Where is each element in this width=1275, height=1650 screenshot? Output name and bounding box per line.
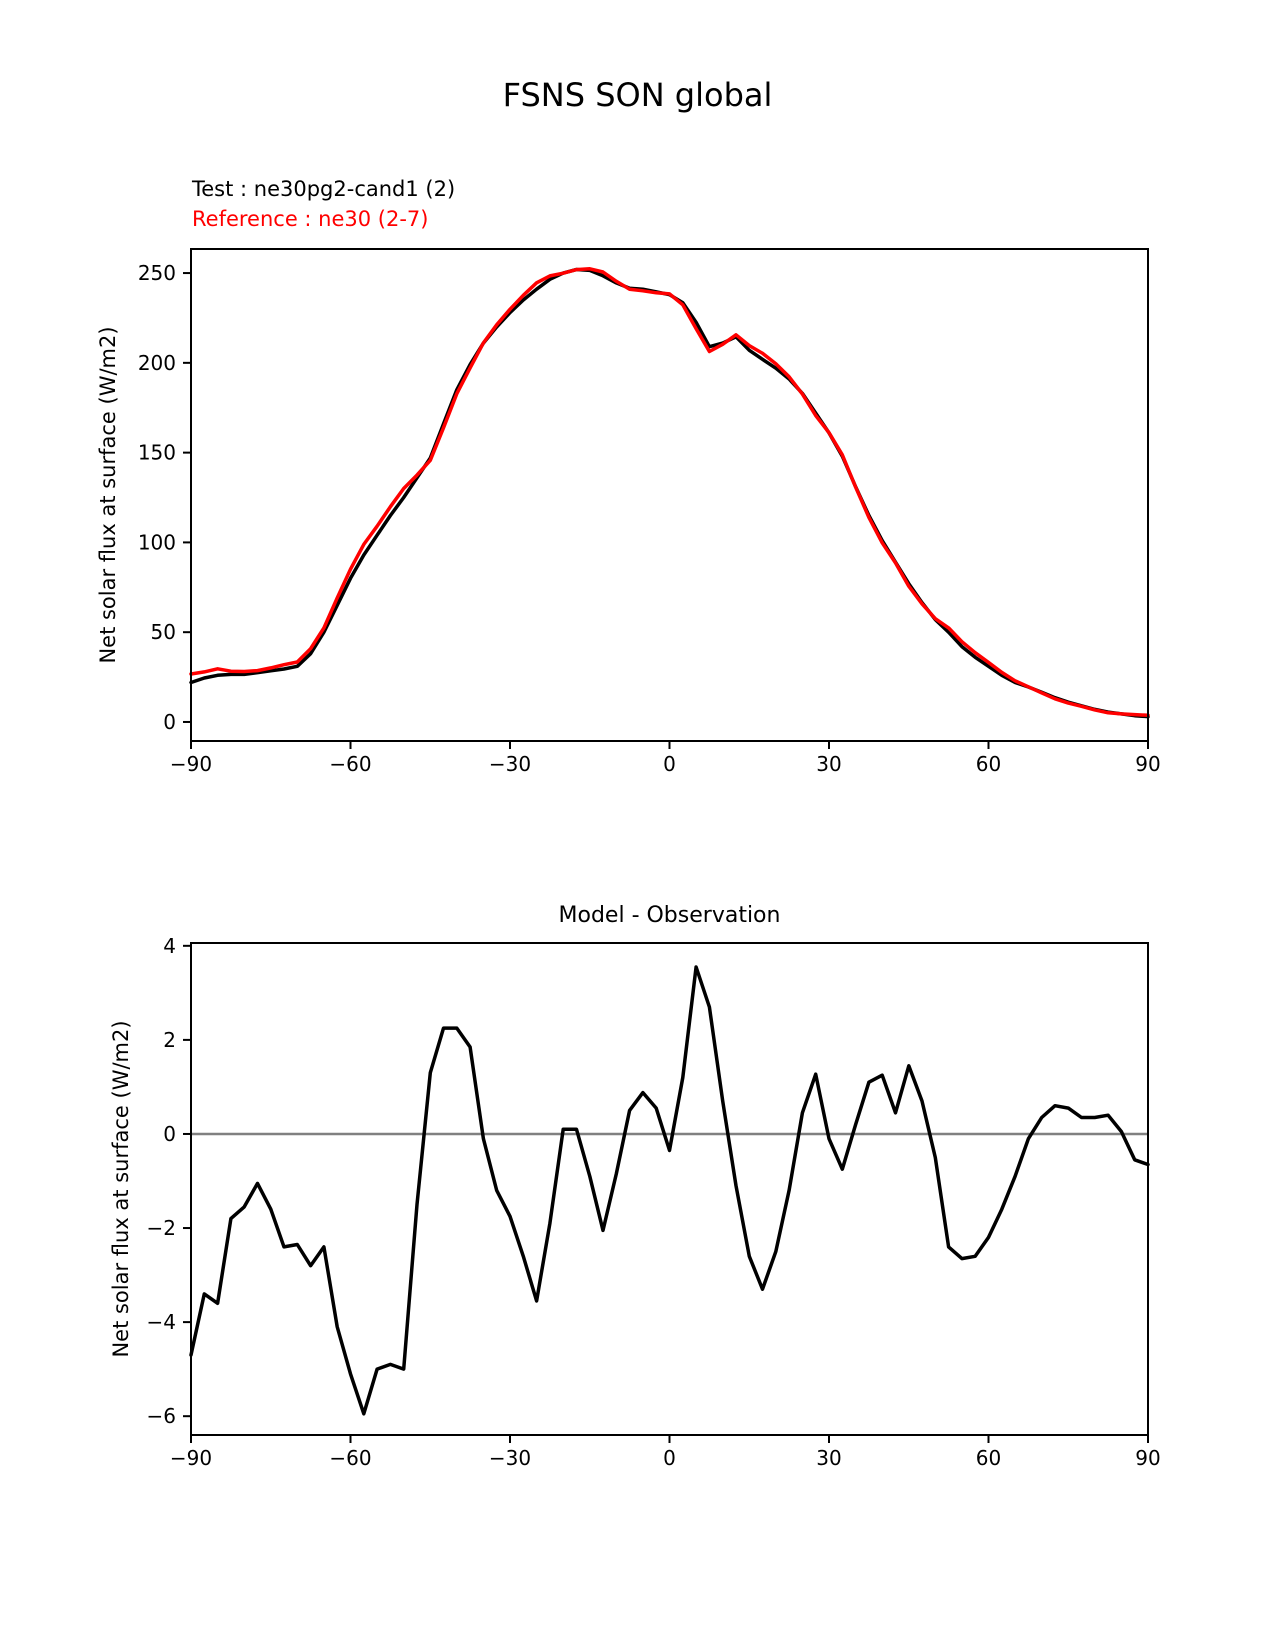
bottom-plot-series-0-line [189,965,1150,1416]
bottom-plot-y-tick-label: 2 [163,1028,176,1052]
legend-test-entry: Test : ne30pg2-cand1 (2) [192,177,456,201]
top-plot-x-tick-label: 0 [663,752,676,776]
top-plot-y-tick-label: 200 [138,351,176,375]
top-plot-x-tick-label: 30 [816,752,841,776]
top-plot-y-tick-label: 250 [138,261,176,285]
top-plot-y-tick-label: 50 [151,620,176,644]
top-plot-x-tick-label: −90 [170,752,212,776]
top-plot-y-tick-label: 100 [138,530,176,554]
bottom-plot-axes-frame [190,942,1149,1436]
top-plot-series-0-line [189,267,1150,719]
bottom-plot-x-tick-label: 60 [976,1446,1001,1470]
bottom-plot-y-tick-label: −2 [147,1216,176,1240]
top-plot-y-tick-label: 150 [138,441,176,465]
top-plot-y-tick-label: 0 [163,710,176,734]
bottom-plot-x-tick-label: −90 [170,1446,212,1470]
bottom-plot-x-tick-label: 90 [1135,1446,1160,1470]
top-plot-series-1-line [189,267,1150,718]
legend-reference-entry: Reference : ne30 (2-7) [192,207,429,231]
top-plot-x-tick-label: −30 [489,752,531,776]
top-plot-x-tick-label: 60 [976,752,1001,776]
subplot-title: Model - Observation [558,903,781,928]
bottom-plot-y-tick-label: 4 [163,934,176,958]
top-plot-x-tick-label: 90 [1135,752,1160,776]
bottom-plot-x-tick-label: −60 [329,1446,371,1470]
top-plot-x-tick-label: −60 [329,752,371,776]
bottom-plot-y-tick-label: 0 [163,1122,176,1146]
bottom-plot-x-tick-label: −30 [489,1446,531,1470]
bottom-plot-x-tick-label: 0 [663,1446,676,1470]
top-plot-axes-frame [190,248,1149,742]
bottom-plot-y-tick-label: −6 [147,1404,176,1428]
bottom-plot-y-tick-label: −4 [147,1310,176,1334]
figure-title: FSNS SON global [502,76,773,114]
bottom-plot-x-tick-label: 30 [816,1446,841,1470]
